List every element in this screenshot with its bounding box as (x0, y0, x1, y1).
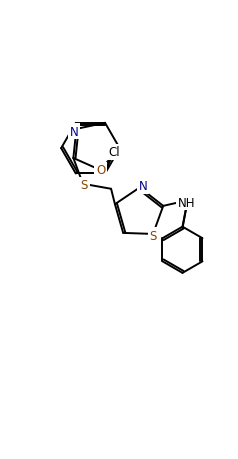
Text: O: O (96, 164, 105, 177)
Text: S: S (80, 179, 88, 192)
Text: S: S (149, 230, 157, 242)
Text: Cl: Cl (109, 146, 120, 159)
Text: N: N (139, 180, 147, 193)
Text: N: N (70, 125, 79, 139)
Text: NH: NH (178, 196, 195, 209)
